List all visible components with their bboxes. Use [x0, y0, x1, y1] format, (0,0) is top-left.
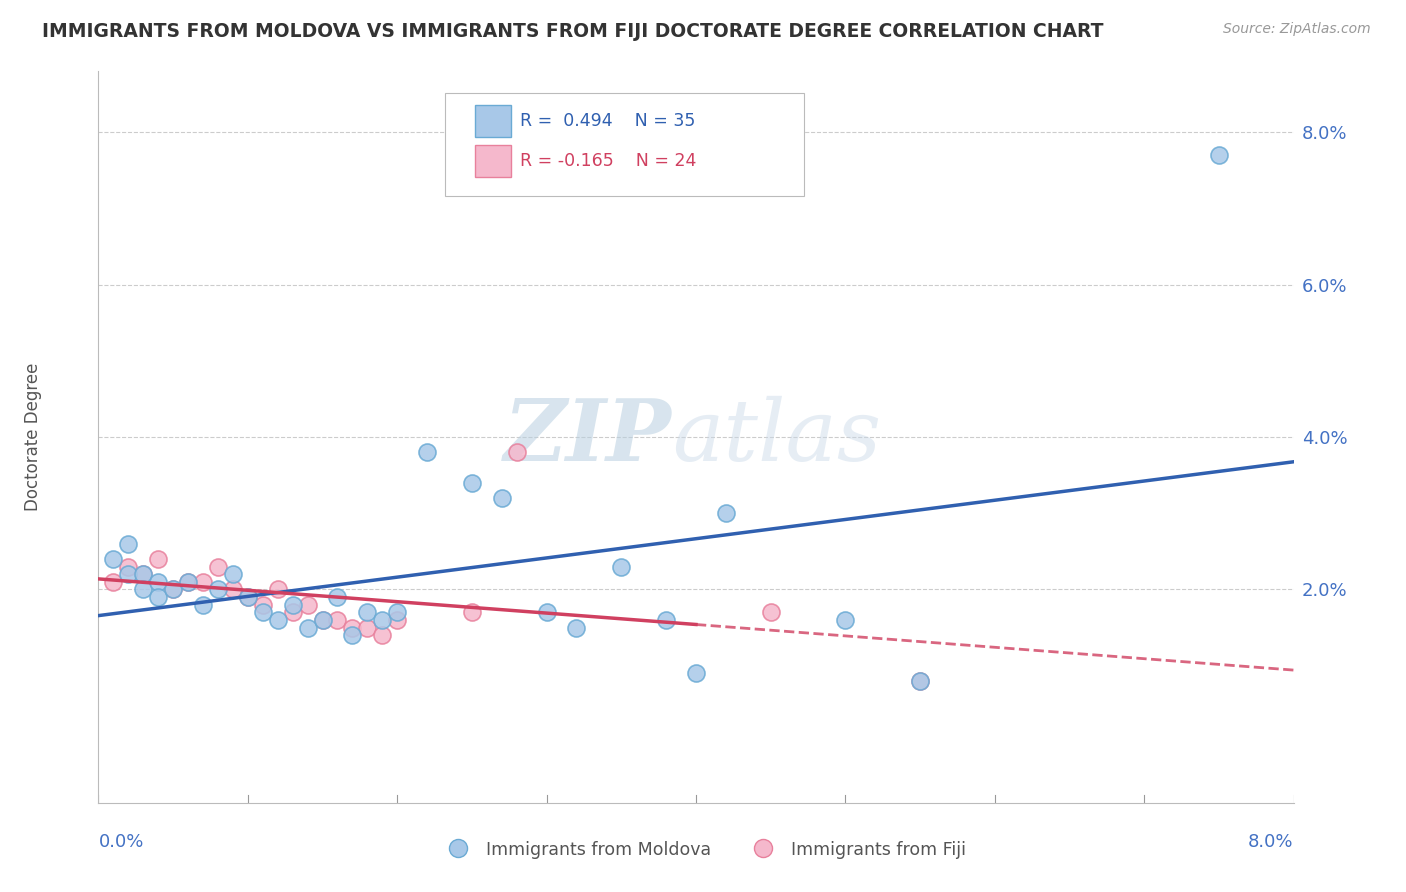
Point [385, 605, 409, 619]
Point [1208, 148, 1230, 162]
Point [908, 673, 931, 688]
Point [148, 552, 170, 566]
Point [191, 598, 214, 612]
Point [506, 445, 529, 459]
Point [252, 598, 274, 612]
Point [356, 621, 378, 635]
Point [117, 567, 139, 582]
Text: ZIP: ZIP [505, 395, 672, 479]
Point [610, 559, 633, 574]
Point [536, 605, 558, 619]
Point [222, 582, 245, 597]
Point [191, 574, 214, 589]
Point [132, 567, 155, 582]
Legend: Immigrants from Moldova, Immigrants from Fiji: Immigrants from Moldova, Immigrants from… [433, 834, 973, 865]
Point [177, 574, 200, 589]
Point [311, 613, 333, 627]
Point [281, 598, 304, 612]
Point [103, 552, 125, 566]
FancyBboxPatch shape [446, 94, 804, 195]
Point [491, 491, 513, 505]
Point [834, 613, 856, 627]
Point [222, 567, 245, 582]
Point [207, 559, 229, 574]
Point [103, 574, 125, 589]
Point [655, 613, 678, 627]
Point [148, 590, 170, 604]
Point [326, 613, 349, 627]
Point [267, 613, 290, 627]
Text: Doctorate Degree: Doctorate Degree [24, 363, 42, 511]
Point [236, 590, 259, 604]
Point [759, 605, 782, 619]
Point [236, 590, 259, 604]
Point [385, 613, 409, 627]
Point [297, 598, 319, 612]
Text: Source: ZipAtlas.com: Source: ZipAtlas.com [1223, 22, 1371, 37]
Point [685, 666, 707, 681]
Point [207, 582, 229, 597]
FancyBboxPatch shape [475, 145, 510, 177]
Point [714, 506, 737, 520]
Text: IMMIGRANTS FROM MOLDOVA VS IMMIGRANTS FROM FIJI DOCTORATE DEGREE CORRELATION CHA: IMMIGRANTS FROM MOLDOVA VS IMMIGRANTS FR… [42, 22, 1104, 41]
Point [342, 628, 364, 642]
Point [416, 445, 439, 459]
Text: 8.0%: 8.0% [1249, 833, 1294, 851]
Point [297, 621, 319, 635]
Point [908, 673, 931, 688]
Point [281, 605, 304, 619]
Point [117, 537, 139, 551]
Point [117, 559, 139, 574]
Point [311, 613, 333, 627]
FancyBboxPatch shape [475, 105, 510, 137]
Text: R =  0.494    N = 35: R = 0.494 N = 35 [520, 112, 696, 130]
Point [565, 621, 588, 635]
Text: atlas: atlas [672, 396, 882, 478]
Point [356, 605, 378, 619]
Point [162, 582, 184, 597]
Text: 0.0%: 0.0% [98, 833, 143, 851]
Point [252, 605, 274, 619]
Point [326, 590, 349, 604]
Point [132, 582, 155, 597]
Point [461, 605, 484, 619]
Point [162, 582, 184, 597]
Point [177, 574, 200, 589]
Point [148, 574, 170, 589]
Point [371, 613, 394, 627]
Text: R = -0.165    N = 24: R = -0.165 N = 24 [520, 152, 696, 169]
Point [132, 567, 155, 582]
Point [461, 475, 484, 490]
Point [267, 582, 290, 597]
Point [371, 628, 394, 642]
Point [342, 621, 364, 635]
